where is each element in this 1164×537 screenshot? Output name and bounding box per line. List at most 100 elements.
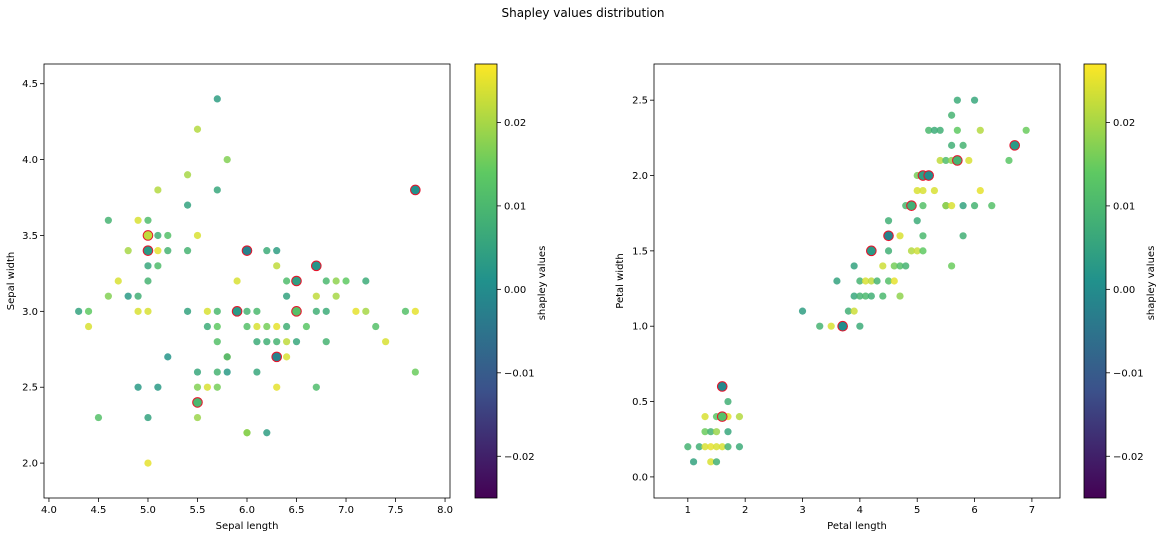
scatter-point [959, 141, 967, 149]
highlighted-point [142, 230, 154, 241]
scatter-point [144, 216, 152, 224]
scatter-point [263, 429, 271, 437]
scatter-point [948, 141, 956, 149]
scatter-point [856, 322, 864, 330]
scatter-point [948, 262, 956, 270]
scatter-point [718, 443, 726, 451]
scatter-point [263, 338, 271, 346]
subplot-sepal: 4.0 4.5 5.0 5.5 6.0 6.5 7.0 7.5 8.0 2.0 2.5 3.0 3.5… [6, 63, 548, 532]
colorbar-tick-label: 0.01 [1113, 201, 1135, 212]
scatter-point [114, 277, 122, 285]
scatter-point [959, 232, 967, 240]
scatter-point [919, 202, 927, 210]
scatter-point [322, 307, 330, 315]
y-tick-label: 4.5 [22, 79, 38, 90]
scatter-point [913, 247, 921, 255]
colorbar-tick-label: 0.02 [504, 118, 526, 129]
scatter-point [401, 307, 410, 315]
scatter-point [312, 307, 320, 315]
x-tick-label: 6.0 [239, 505, 255, 516]
scatter-point [243, 429, 251, 437]
scatter-point [312, 292, 320, 300]
scatter-point [372, 322, 380, 331]
colorbar-tick-label: 0.02 [1113, 118, 1135, 129]
scatter-points-petal [684, 96, 1030, 466]
highlighted-point [231, 306, 243, 317]
scatter-point [243, 322, 251, 331]
y-tick-label: 2.5 [632, 96, 648, 107]
scatter-point [879, 292, 887, 300]
scatter-point [243, 307, 251, 315]
scatter-point [134, 292, 142, 300]
scatter-point [896, 262, 904, 270]
scatter-point [273, 383, 281, 391]
scatter-point [183, 171, 192, 179]
scatter-point [312, 383, 320, 391]
scatter-point [154, 186, 162, 194]
scatter-point [833, 277, 841, 285]
scatter-point [930, 186, 939, 195]
scatter-point [913, 186, 921, 195]
scatter-point [689, 458, 698, 466]
scatter-point [827, 322, 835, 330]
x-tick-label: 7 [1029, 505, 1035, 516]
scatter-point [942, 156, 950, 165]
scatter-point [707, 443, 715, 451]
colorbar-tick-label: −0.01 [504, 368, 535, 379]
scatter-point [701, 413, 709, 421]
colorbar-tick-label: −0.01 [1113, 368, 1144, 379]
x-axis-label-sepal: Sepal length [216, 521, 279, 532]
scatter-point [273, 262, 281, 270]
scatter-point [942, 202, 950, 210]
scatter-point [273, 338, 281, 346]
scatter-point [1005, 156, 1013, 165]
scatter-point [988, 202, 996, 210]
scatter-point [936, 126, 944, 134]
scatter-point [707, 458, 715, 466]
x-tick-label: 7.5 [388, 505, 404, 516]
x-tick-label: 1 [685, 505, 691, 516]
scatter-point [144, 262, 152, 270]
scatter-point [798, 307, 807, 315]
scatter-point [263, 247, 271, 255]
scatter-point [850, 307, 858, 315]
scatter-point [965, 156, 973, 165]
x-ticks-sepal: 4.0 4.5 5.0 5.5 6.0 6.5 7.0 7.5 8.0 [41, 498, 453, 516]
scatter-point [862, 277, 870, 285]
scatter-point [144, 413, 152, 422]
scatter-point [712, 443, 721, 451]
scatter-point [411, 307, 419, 315]
y-tick-label: 2.0 [22, 459, 38, 470]
x-tick-label: 7.0 [338, 505, 354, 516]
scatter-point [213, 307, 221, 315]
colorbar-tick-label: −0.02 [504, 452, 535, 463]
scatter-point [879, 262, 887, 270]
colorbar-tick-label: 0.01 [504, 201, 526, 212]
scatter-point [948, 202, 956, 210]
x-tick-label: 4 [857, 505, 863, 516]
scatter-point [867, 277, 875, 285]
scatter-point [976, 186, 984, 195]
scatter-point [724, 443, 732, 451]
scatter-point [919, 186, 927, 195]
scatter-point [862, 292, 870, 300]
scatter-point [735, 413, 744, 421]
scatter-point [850, 262, 858, 270]
scatter-point [104, 216, 112, 224]
scatter-point [203, 383, 211, 391]
scatter-point [213, 338, 221, 346]
scatter-point [712, 428, 721, 436]
scatter-point [104, 292, 112, 300]
highlighted-point [883, 230, 894, 242]
scatter-point [930, 126, 939, 134]
highlighted-point [837, 320, 848, 332]
scatter-point [283, 338, 291, 346]
scatter-point [283, 353, 291, 361]
scatter-point [273, 322, 281, 331]
scatter-point [164, 247, 172, 255]
scatter-point [352, 307, 360, 315]
scatter-point [223, 353, 231, 361]
x-ticks-petal: 1 2 3 4 5 6 7 [685, 498, 1035, 516]
scatter-point [283, 277, 291, 285]
highlighted-point [192, 397, 203, 408]
